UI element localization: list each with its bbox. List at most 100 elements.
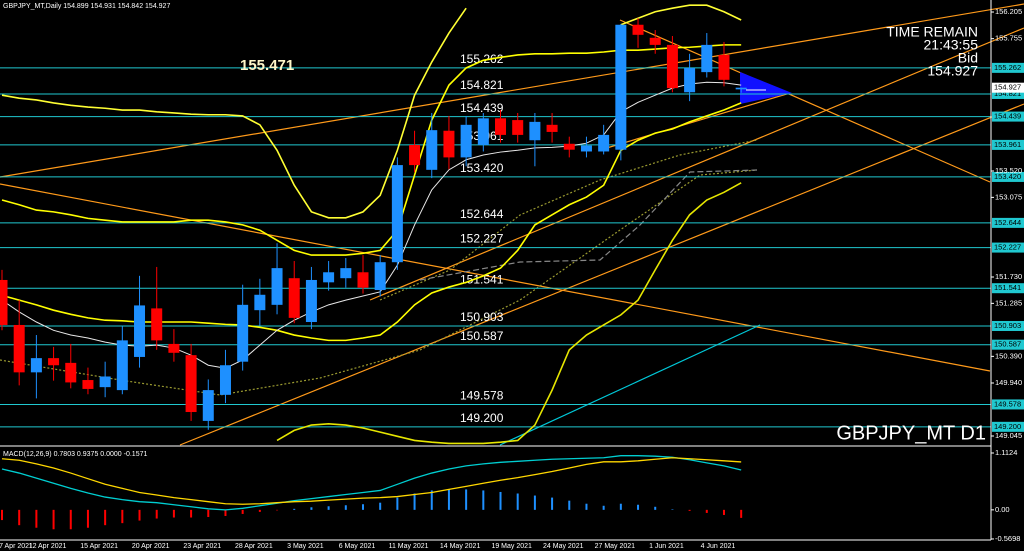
dotted-line	[0, 169, 758, 396]
histogram-bar	[293, 508, 296, 510]
candle-body	[99, 376, 111, 388]
level-box-label: 153.961	[994, 140, 1021, 149]
histogram-bar	[172, 509, 175, 518]
histogram-bar	[396, 497, 399, 510]
indicator-line	[620, 4, 742, 26]
level-label: 153.420	[460, 161, 504, 175]
indicator-line	[1, 102, 742, 342]
y-tick-label: 0.00	[995, 505, 1010, 514]
macd-title: MACD(12,26,9) 0.7803 0.9375 0.0000 -0.15…	[3, 451, 147, 458]
level-box-label: 152.227	[994, 243, 1021, 252]
level-label: 149.578	[460, 389, 504, 403]
histogram-bar	[740, 509, 743, 518]
level-box-label: 153.420	[994, 172, 1021, 181]
histogram-bar	[430, 490, 433, 510]
bid-value: 154.927	[927, 63, 978, 79]
trendline	[369, 27, 1024, 301]
level-label: 154.821	[460, 78, 504, 92]
histogram-bar	[327, 506, 330, 510]
candle-body	[82, 380, 94, 389]
candle-body	[701, 44, 713, 73]
candle-body	[684, 67, 696, 93]
candle-body	[323, 272, 335, 283]
x-tick-label: 27 May 2021	[595, 543, 636, 550]
x-tick-label: 24 May 2021	[543, 543, 584, 550]
histogram-bar	[688, 509, 691, 511]
level-label: 152.644	[460, 207, 504, 221]
histogram-bar	[499, 491, 502, 510]
trendline	[0, 3, 1024, 178]
timer: 21:43:55	[924, 37, 979, 53]
histogram-bar	[482, 490, 485, 510]
level-label: 150.587	[460, 329, 504, 343]
x-tick-label: 3 May 2021	[287, 543, 324, 550]
y-tick-label: 1.1124	[995, 448, 1017, 457]
candle-body	[116, 340, 128, 391]
trendline	[599, 92, 791, 151]
histogram-bar	[465, 489, 468, 510]
candle-body	[563, 143, 575, 150]
level-box	[992, 139, 1024, 150]
candle-body	[340, 268, 352, 279]
candle-body	[134, 305, 146, 357]
y-tick-label: 153.520	[995, 166, 1022, 175]
level-box-label: 151.541	[994, 283, 1021, 292]
x-tick-label: 14 May 2021	[440, 543, 481, 550]
level-box	[992, 62, 1024, 73]
macd-line	[1, 455, 742, 511]
candle-body	[271, 268, 283, 305]
histogram-bar	[344, 505, 347, 510]
candle-body	[735, 87, 747, 90]
histogram-bar	[121, 509, 124, 524]
histogram-bar	[69, 509, 72, 530]
level-box	[992, 421, 1024, 432]
candle-body	[546, 124, 558, 132]
histogram-bar	[551, 497, 554, 510]
histogram-bar	[104, 509, 107, 526]
level-box	[992, 217, 1024, 228]
level-box-label: 152.644	[994, 218, 1021, 227]
histogram-bar	[310, 507, 313, 510]
histogram-bar	[533, 495, 536, 510]
histogram-bar	[637, 504, 640, 510]
candle-body	[305, 279, 317, 323]
y-tick-label: 151.285	[995, 298, 1022, 307]
level-label: 154.439	[460, 101, 504, 115]
candle-body	[219, 365, 231, 395]
y-tick-label: 149.940	[995, 378, 1022, 387]
x-tick-label: 20 Apr 2021	[132, 543, 170, 550]
candle-body	[615, 24, 627, 150]
level-box	[992, 283, 1024, 294]
bid-box	[992, 82, 1024, 93]
trendline	[0, 183, 991, 372]
level-box	[992, 320, 1024, 331]
level-label: 155.262	[460, 52, 504, 66]
x-tick-label: 7 Apr 2021	[0, 543, 33, 550]
candle-body	[718, 54, 730, 80]
candle-body	[598, 134, 610, 152]
level-box	[992, 399, 1024, 410]
histogram-bar	[207, 509, 210, 518]
chart-title: GBPJPY_MT,Daily 154.899 154.931 154.842 …	[3, 3, 170, 10]
candle-body	[512, 120, 524, 135]
indicator-line	[1, 7, 467, 219]
histogram-bar	[241, 509, 244, 514]
histogram-bar	[585, 503, 588, 510]
histogram-bar	[18, 509, 21, 526]
bid-box-label: 154.927	[994, 83, 1021, 92]
level-label: 152.227	[460, 232, 504, 246]
y-tick-label: 151.730	[995, 272, 1022, 281]
level-box	[992, 171, 1024, 182]
candle-body	[202, 390, 214, 421]
arrow-marker	[740, 72, 792, 104]
histogram-bar	[52, 509, 55, 530]
candle-body	[357, 272, 369, 288]
candle-body	[185, 355, 197, 413]
bid-label: Bid	[958, 50, 978, 66]
histogram-bar	[705, 509, 708, 513]
candle-body	[0, 279, 8, 325]
candle-body	[580, 145, 592, 152]
